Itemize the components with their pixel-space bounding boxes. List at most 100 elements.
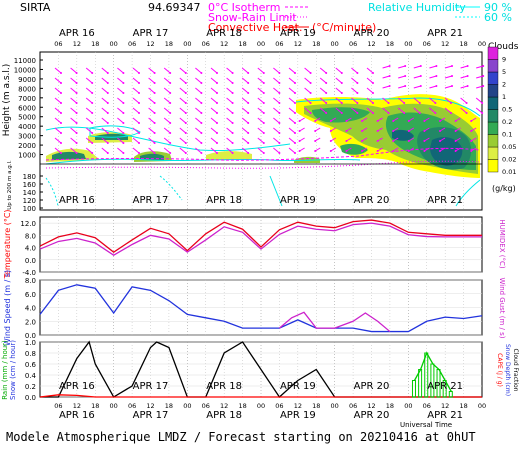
wind-arrow-head — [60, 142, 62, 144]
wind-arrow-head — [340, 112, 343, 114]
hour-label: 00 — [478, 402, 486, 410]
wind-arrow — [335, 107, 343, 114]
colorbar-level-label: 2 — [502, 81, 506, 89]
wind-arrow-head — [470, 120, 473, 122]
wind-arrow-head — [122, 92, 125, 94]
wind-arrow — [54, 107, 62, 114]
height-tick-label: 8000 — [18, 85, 36, 93]
wind-arrow — [70, 127, 77, 134]
wind-arrow-head — [423, 140, 426, 142]
hour-label: 12 — [146, 402, 154, 410]
wind-arrow — [273, 127, 280, 134]
wind-arrow-head — [106, 92, 109, 94]
wind-arrow-head — [423, 150, 426, 152]
x-axis-label: Universal Time — [400, 421, 452, 429]
wind-arrow-head — [138, 142, 140, 144]
colorbar-swatch — [487, 146, 499, 160]
hour-label: 06 — [128, 40, 136, 48]
wind-arrow-head — [247, 122, 250, 124]
wind-arrow — [148, 147, 155, 154]
snow-axis-label: Snow (cm / hour) — [9, 340, 17, 400]
wind-arrow — [226, 137, 233, 144]
wind-arrow-head — [404, 65, 407, 67]
wind-arrow — [226, 147, 233, 154]
wind-arrow — [429, 75, 437, 79]
wind-arrow — [101, 77, 109, 84]
hour-label: 00 — [331, 40, 339, 48]
wind-arrow — [210, 117, 218, 124]
wind-arrow-head — [262, 82, 265, 84]
wind-arrow — [117, 87, 124, 94]
wind-arrow — [241, 127, 249, 134]
day-label: APR 18 — [206, 410, 242, 421]
wind-arrow — [179, 107, 187, 114]
humidity-contour-line — [89, 125, 141, 138]
wind-arrow-head — [376, 140, 379, 142]
wind-arrow-head — [329, 130, 332, 132]
hour-label: 00 — [257, 402, 265, 410]
wind-arrow — [163, 147, 171, 154]
wind-arrow-head — [387, 102, 390, 104]
day-label: APR 17 — [133, 410, 169, 421]
wind-arrow — [117, 147, 124, 154]
colorbar-unit: (g/kg) — [492, 184, 516, 193]
wind-arrow — [148, 127, 155, 134]
wind-arrow-head — [184, 132, 187, 134]
wind-arrow-head — [106, 112, 109, 114]
wind-arrow — [429, 65, 437, 69]
wind-arrow-head — [451, 75, 453, 77]
height-tick-label: 3000 — [18, 133, 36, 141]
wind-arrow-head — [122, 142, 125, 144]
hour-label: 18 — [91, 40, 99, 48]
wind-arrow — [273, 97, 280, 104]
wind-arrow — [273, 147, 280, 154]
y-tick-label: 0.6 — [25, 361, 37, 369]
wind-arrow — [195, 97, 202, 104]
hour-label: 12 — [73, 402, 81, 410]
wind-arrow — [117, 107, 124, 114]
snow-rain-limit-line — [45, 160, 481, 169]
wind-arrow-head — [314, 150, 317, 152]
wind-arrow-head — [356, 112, 359, 114]
station-coords: 94.69347 — [148, 1, 201, 14]
hour-label: 18 — [386, 402, 394, 410]
wind-arrow — [460, 75, 468, 79]
height-axis-low-label: Up to 200 m a.g.l. — [7, 160, 13, 210]
wind-arrow — [132, 147, 140, 154]
wind-arrow-head — [309, 92, 312, 94]
series-line — [39, 394, 482, 398]
wind-arrow-head — [75, 82, 78, 84]
wind-arrow — [210, 127, 218, 134]
wind-arrow-head — [298, 130, 301, 132]
wind-arrow — [319, 107, 327, 114]
wind-arrow-head — [345, 120, 348, 122]
wind-arrow — [117, 127, 124, 134]
wind-arrow-head — [262, 152, 265, 154]
colorbar-level-label: 0.5 — [502, 106, 512, 114]
wind-arrow — [319, 87, 327, 94]
wind-arrow — [319, 67, 327, 74]
wind-arrow-head — [262, 92, 265, 94]
hour-label: 12 — [441, 40, 449, 48]
wind-arrow — [70, 137, 77, 144]
wind-arrow-head — [262, 132, 265, 134]
hour-label: 00 — [331, 402, 339, 410]
wind-arrow — [148, 117, 155, 124]
day-label: APR 19 — [280, 381, 316, 392]
wind-arrow — [195, 77, 202, 84]
wind-arrow-head — [75, 72, 78, 74]
hour-label: 18 — [238, 402, 246, 410]
wind-arrow — [163, 107, 171, 114]
wind-arrow — [335, 77, 343, 84]
wind-arrow-head — [262, 112, 265, 114]
day-label: APR 17 — [133, 195, 169, 206]
height-tick-label: 11000 — [14, 57, 36, 65]
wind-arrow — [366, 77, 374, 84]
wind-arrow-head — [404, 75, 407, 77]
legend-humidity-90-value: 90 % — [484, 1, 512, 14]
wind-arrow — [226, 87, 233, 94]
wind-arrow-head — [169, 102, 172, 104]
wind-arrow-head — [434, 102, 437, 104]
wind-arrow — [210, 97, 218, 104]
